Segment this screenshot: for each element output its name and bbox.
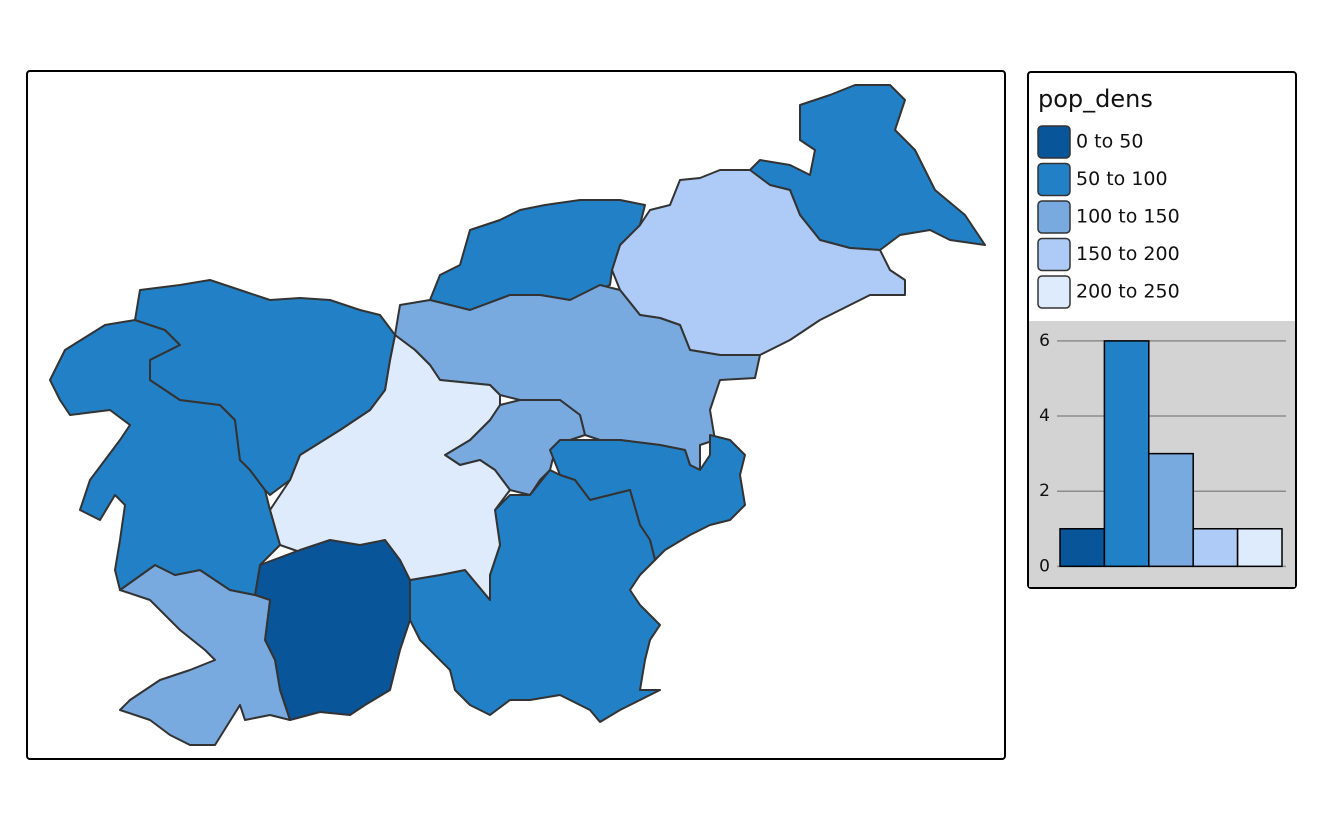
legend-items: 0 to 50 50 to 100 100 to 150 150 to 200 200 … xyxy=(1037,125,1180,309)
histogram-bar xyxy=(1148,452,1194,568)
legend-swatch xyxy=(1037,200,1071,234)
legend-swatch xyxy=(1037,125,1071,159)
histogram-bar xyxy=(1236,528,1283,568)
y-tick-label: 0 xyxy=(1039,556,1050,576)
y-tick-label: 4 xyxy=(1039,406,1050,426)
legend-label: 200 to 250 xyxy=(1076,281,1180,303)
histogram-bar xyxy=(1103,340,1150,568)
legend-swatch xyxy=(1037,275,1071,309)
region xyxy=(134,279,396,496)
histogram-bar xyxy=(1059,528,1106,568)
legend-label: 150 to 200 xyxy=(1076,243,1180,265)
histogram-bar xyxy=(1192,528,1239,568)
y-tick-label: 6 xyxy=(1039,331,1050,351)
region xyxy=(409,469,661,723)
legend-swatch xyxy=(1037,237,1071,272)
y-tick-label: 2 xyxy=(1039,481,1050,501)
histogram: 0 2 4 6 xyxy=(1039,331,1286,576)
region xyxy=(744,84,986,251)
legend-swatch xyxy=(1037,162,1071,197)
legend-title: pop_dens xyxy=(1038,85,1153,113)
map-regions xyxy=(49,84,986,746)
legend-label: 0 to 50 xyxy=(1076,131,1143,153)
legend-label: 50 to 100 xyxy=(1076,168,1168,190)
legend-label: 100 to 150 xyxy=(1076,206,1180,228)
